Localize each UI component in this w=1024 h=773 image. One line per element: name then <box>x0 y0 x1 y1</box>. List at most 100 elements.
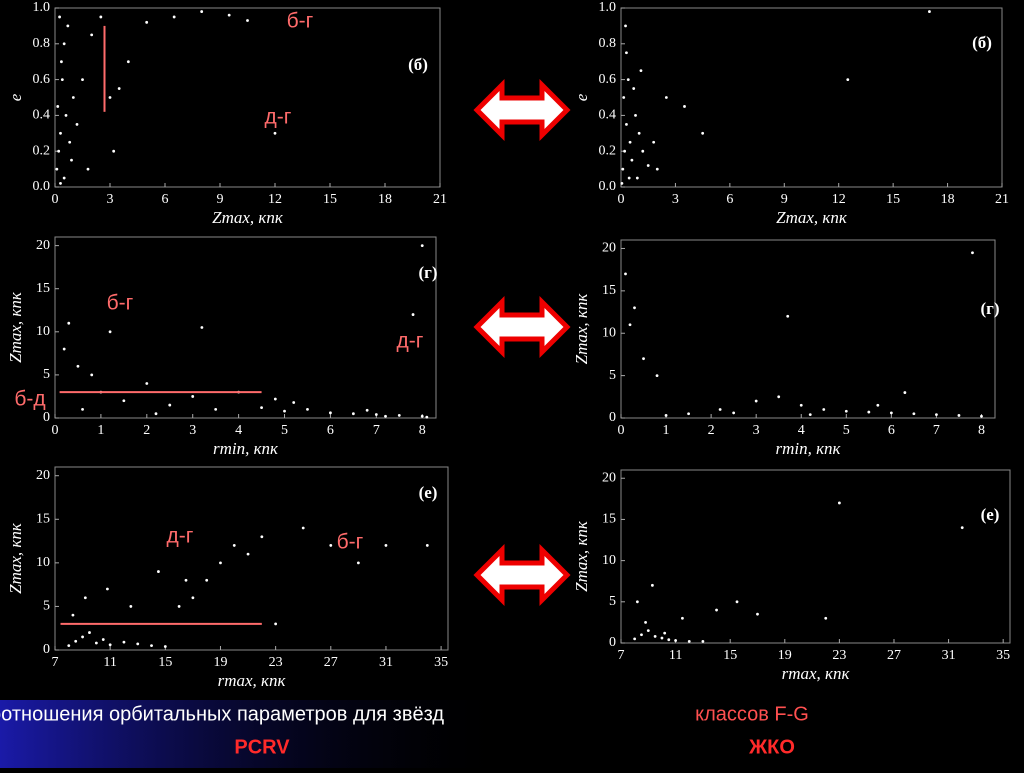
plot-frame <box>54 7 441 188</box>
point <box>59 131 62 135</box>
point <box>108 330 112 334</box>
y-tick-label: 0.8 <box>599 36 617 51</box>
y-tick-label: 0 <box>43 410 50 425</box>
point <box>980 414 983 418</box>
point <box>701 131 705 135</box>
point <box>60 78 64 81</box>
point <box>663 631 667 635</box>
point <box>274 622 278 626</box>
point <box>971 251 974 255</box>
point <box>62 347 66 351</box>
point <box>75 122 79 126</box>
point <box>76 364 80 368</box>
x-tick-label: 5 <box>843 423 850 438</box>
point <box>71 613 75 617</box>
point <box>822 408 826 411</box>
point <box>384 414 387 418</box>
point <box>889 411 893 415</box>
annotation: д-г <box>397 330 424 353</box>
point <box>66 24 70 28</box>
x-tick-label: 5 <box>281 423 288 438</box>
y-tick-label: 20 <box>36 468 50 483</box>
point <box>62 42 66 46</box>
point <box>68 140 72 144</box>
point <box>129 605 133 608</box>
point <box>652 140 656 144</box>
footer-bg <box>0 700 1024 768</box>
y-tick-label: 0 <box>609 410 616 425</box>
point <box>154 412 158 416</box>
point <box>642 357 645 361</box>
point <box>622 96 626 99</box>
x-tick-label: 6 <box>888 423 895 438</box>
point <box>867 410 871 414</box>
point <box>81 635 84 639</box>
y-tick-label: 20 <box>36 238 50 253</box>
y-tick-label: 15 <box>36 512 50 527</box>
x-tick-label: 23 <box>269 655 283 670</box>
plot-frame <box>620 7 1003 188</box>
x-axis-label: rmin, кпк <box>775 439 841 458</box>
y-tick-label: 0.4 <box>33 108 51 123</box>
point <box>876 403 880 407</box>
point <box>640 633 643 637</box>
plot-frame <box>54 236 437 419</box>
point <box>628 323 632 327</box>
x-tick-label: 11 <box>669 648 682 663</box>
point <box>292 401 296 404</box>
point <box>912 412 916 416</box>
point <box>777 395 781 399</box>
point <box>374 413 378 416</box>
point <box>715 608 718 612</box>
point <box>935 413 938 417</box>
x-tick-label: 31 <box>942 648 956 663</box>
point <box>260 535 264 539</box>
y-tick-label: 0.0 <box>599 179 617 194</box>
point <box>117 87 121 90</box>
x-tick-label: 12 <box>268 192 282 207</box>
x-tick-label: 7 <box>373 423 380 438</box>
point <box>122 399 126 403</box>
y-tick-label: 0.6 <box>33 72 51 87</box>
source-label: PCRV <box>234 736 290 758</box>
y-tick-label: 20 <box>602 470 616 485</box>
point <box>624 272 627 276</box>
x-tick-label: 3 <box>189 423 196 438</box>
x-tick-label: 7 <box>618 648 625 663</box>
point <box>633 306 636 310</box>
annotation: б-г <box>107 292 134 315</box>
point <box>356 561 360 565</box>
x-tick-label: 27 <box>887 648 901 663</box>
arrow <box>477 85 567 135</box>
point <box>625 122 628 126</box>
point <box>641 149 645 153</box>
x-tick-label: 18 <box>941 192 955 207</box>
x-axis-label: rmax, кпк <box>218 671 287 690</box>
point <box>227 13 231 17</box>
point <box>90 373 94 377</box>
point <box>621 167 625 171</box>
point <box>639 69 643 73</box>
x-tick-label: 0 <box>52 192 59 207</box>
point <box>701 639 705 643</box>
x-tick-label: 8 <box>978 423 985 438</box>
point <box>365 408 369 412</box>
point <box>94 641 98 645</box>
y-axis-label: e <box>6 93 25 101</box>
y-axis-label: Zmax, кпк <box>6 522 25 594</box>
point <box>55 167 59 171</box>
x-tick-label: 15 <box>158 655 172 670</box>
point <box>674 639 677 642</box>
point <box>411 313 415 316</box>
point <box>232 544 236 547</box>
panel-label: (е) <box>419 483 438 502</box>
x-tick-label: 18 <box>378 192 392 207</box>
point <box>351 412 355 416</box>
point <box>637 131 641 135</box>
point <box>157 570 160 573</box>
plot-frame <box>620 239 996 419</box>
point <box>67 321 71 325</box>
point <box>630 158 634 162</box>
x-tick-label: 35 <box>996 648 1010 663</box>
point <box>122 640 126 644</box>
